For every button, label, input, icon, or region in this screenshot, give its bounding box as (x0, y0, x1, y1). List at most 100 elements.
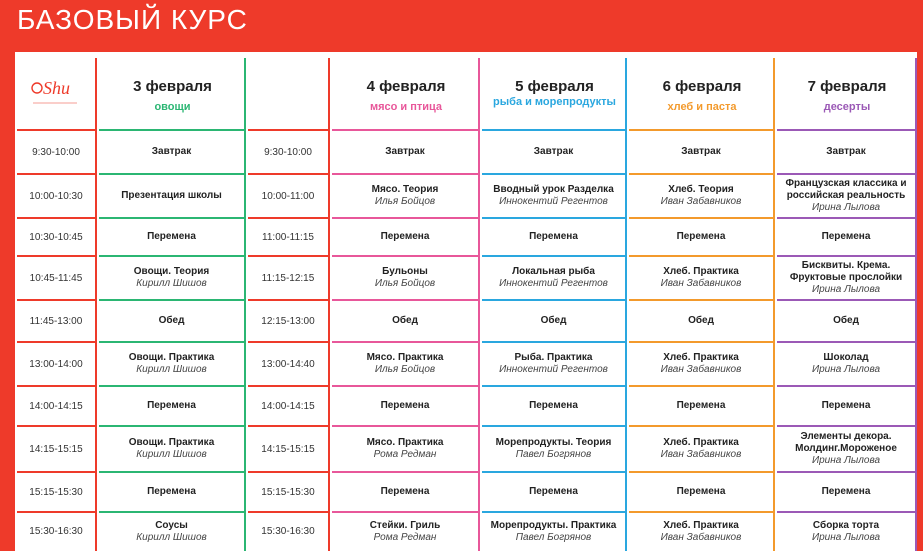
time-label: 13:00-14:00 (29, 358, 83, 370)
session-title: Перемена (380, 486, 430, 497)
day-date: 3 февраля (133, 78, 212, 95)
instructor-name: Рома Редман (373, 449, 437, 460)
day-column: 5 февраля рыба и морепродукты Завтрак Вводн… (482, 58, 627, 551)
column-divider (95, 58, 97, 551)
session-title: Овощи. Теория (133, 266, 210, 277)
row-divider (332, 217, 478, 219)
row-divider (332, 385, 478, 387)
time-slot: 15:30-16:30 (17, 512, 95, 551)
time-label: 14:00-14:15 (29, 400, 83, 412)
column-divider (478, 58, 480, 551)
instructor-name: Илья Бойцов (374, 196, 436, 207)
schedule-cell: Хлеб. Теория Иван Забавников (629, 174, 773, 218)
schedule-cell: Хлеб. Практика Иван Забавников (629, 426, 773, 472)
instructor-name: Илья Бойцов (374, 364, 436, 375)
schedule-cell: Сборка торта Ирина Лылова (777, 512, 915, 551)
session-title: Стейки. Гриль (369, 519, 441, 531)
row-divider (777, 299, 915, 301)
schedule-cell: Шоколад Ирина Лылова (777, 342, 915, 386)
time-slot: 13:00-14:40 (248, 342, 328, 386)
instructor-name: Иннокентий Регентов (499, 278, 608, 289)
schedule-cell: Обед (629, 300, 773, 342)
instructor-name: Иннокентий Регентов (499, 196, 608, 207)
session-title: Хлеб. Практика (663, 519, 739, 531)
column-divider (773, 58, 775, 551)
session-title: Шоколад (823, 352, 869, 363)
session-title: Перемена (676, 400, 726, 411)
row-divider (248, 129, 328, 131)
row-divider (17, 471, 95, 473)
schedule-cell: Французская классика и российская реальн… (777, 174, 915, 218)
column-divider (328, 58, 330, 551)
right-accent-strip (917, 52, 923, 551)
schedule-cell: Перемена (629, 472, 773, 512)
time-label: 10:30-10:45 (29, 231, 83, 243)
row-divider (332, 255, 478, 257)
row-divider (629, 511, 773, 513)
instructor-name: Кирилл Шишов (136, 531, 207, 543)
time-label: 15:15-15:30 (29, 486, 83, 498)
session-title: Обед (540, 315, 567, 326)
day-topic: овощи (154, 101, 191, 113)
row-divider (332, 129, 478, 131)
instructor-name: Рома Редман (373, 531, 437, 543)
schedule-cell: Завтрак (629, 130, 773, 174)
time-slot: 13:00-14:00 (17, 342, 95, 386)
schedule-cell: Перемена (629, 386, 773, 426)
day-column: 7 февраля десерты Завтрак Французская класс… (777, 58, 917, 551)
column-header (17, 58, 97, 130)
row-divider (248, 299, 328, 301)
title-banner: БАЗОВЫЙ КУРС (0, 0, 923, 52)
session-title: Перемена (380, 400, 430, 411)
row-divider (482, 471, 625, 473)
day-column: 3 февраля овощи Завтрак Презентация школы Пе… (99, 58, 246, 551)
day-topic: десерты (823, 101, 871, 113)
time-label: 12:15-13:00 (261, 315, 315, 327)
schedule-cell: Перемена (99, 218, 244, 256)
schedule-cell: Хлеб. Практика Иван Забавников (629, 512, 773, 551)
row-divider (99, 425, 244, 427)
row-divider (99, 471, 244, 473)
schedule-cell: Овощи. Практика Кирилл Шишов (99, 342, 244, 386)
row-divider (17, 299, 95, 301)
session-title: Перемена (529, 486, 578, 497)
session-title: Элементы декора. Молдинг.Мороженое (795, 431, 897, 454)
schedule-cell: Локальная рыба Иннокентий Регентов (482, 256, 625, 300)
row-divider (482, 385, 625, 387)
time-label: 10:45-11:45 (29, 272, 83, 284)
schedule-cell: Мясо. Практика Илья Бойцов (332, 342, 478, 386)
instructor-name: Ирина Лылова (811, 455, 881, 466)
session-title: Мясо. Теория (371, 184, 439, 195)
row-divider (777, 471, 915, 473)
time-label: 14:15-15:15 (29, 443, 83, 455)
row-divider (332, 511, 478, 513)
time-slot: 9:30-10:00 (17, 130, 95, 174)
column-header: 5 февраля рыба и морепродукты (482, 58, 627, 130)
row-divider (777, 341, 915, 343)
instructor-name: Иван Забавников (660, 449, 742, 460)
session-title: Локальная рыба (512, 266, 595, 277)
row-divider (248, 511, 328, 513)
column-header: 4 февраля мясо и птица (332, 58, 480, 130)
row-divider (99, 511, 244, 513)
row-divider (629, 341, 773, 343)
session-title: Мясо. Практика (366, 437, 444, 448)
session-title: Перемена (676, 486, 726, 497)
row-divider (777, 255, 915, 257)
schedule-cell: Завтрак (482, 130, 625, 174)
day-topic: рыба и морепродукты (493, 96, 616, 108)
schedule-cell: Завтрак (777, 130, 915, 174)
column-header: 6 февраля хлеб и паста (629, 58, 775, 130)
row-divider (99, 299, 244, 301)
session-title: Соусы (155, 519, 188, 531)
schedule-cell: Перемена (332, 218, 478, 256)
row-divider (99, 255, 244, 257)
session-title: Перемена (529, 400, 578, 411)
schedule-cell: Бисквиты. Крема. Фруктовые прослойки Ирин… (777, 256, 915, 300)
instructor-name: Илья Бойцов (374, 278, 436, 289)
time-slot: 14:00-14:15 (248, 386, 328, 426)
time-slot: 9:30-10:00 (248, 130, 328, 174)
schedule-cell: Обед (482, 300, 625, 342)
time-label: 13:00-14:40 (261, 358, 315, 370)
row-divider (17, 217, 95, 219)
